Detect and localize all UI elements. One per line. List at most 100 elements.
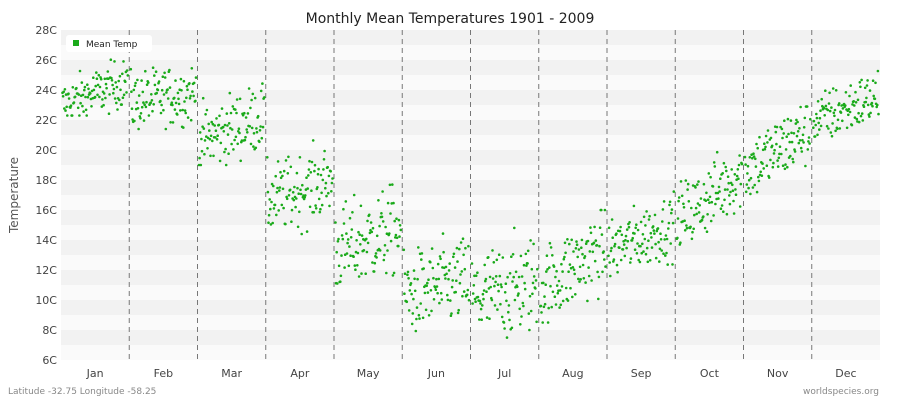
data-point [747, 178, 751, 182]
x-tick-label: Jun [427, 367, 445, 380]
data-point [520, 315, 523, 318]
data-point [402, 248, 406, 252]
data-point [232, 148, 235, 151]
x-tick-label: Oct [700, 367, 720, 380]
data-point [598, 226, 602, 229]
data-point [859, 85, 862, 89]
data-point [568, 263, 572, 266]
data-point [135, 101, 139, 104]
data-point [612, 258, 616, 261]
data-point [685, 226, 689, 230]
data-point [519, 323, 522, 326]
data-point [769, 158, 772, 162]
data-point [730, 168, 733, 171]
data-point [436, 262, 440, 266]
data-point [464, 246, 467, 250]
data-point [849, 84, 852, 87]
data-point [301, 183, 304, 187]
data-point [136, 78, 139, 82]
data-point [284, 159, 288, 162]
data-point [261, 125, 265, 129]
data-point [349, 236, 353, 239]
data-point [198, 156, 201, 160]
data-point [518, 307, 521, 311]
data-point [278, 186, 282, 189]
data-point [717, 185, 721, 189]
data-point [528, 328, 531, 332]
data-point [153, 83, 157, 87]
data-point [707, 172, 711, 175]
data-point [413, 277, 416, 281]
data-point [82, 110, 85, 113]
data-point [795, 134, 799, 138]
data-point [668, 203, 671, 207]
data-point [99, 77, 103, 81]
data-point [336, 282, 339, 285]
data-point [307, 174, 310, 177]
data-point [758, 135, 761, 139]
data-point [657, 240, 660, 244]
data-point [145, 100, 148, 104]
data-point [279, 170, 282, 174]
data-point [587, 274, 591, 278]
data-point [561, 270, 564, 273]
data-point [358, 233, 362, 236]
data-point [558, 289, 562, 292]
data-point [395, 217, 398, 220]
data-point [236, 142, 239, 146]
data-point [722, 161, 726, 165]
data-point [421, 316, 425, 320]
data-point [837, 102, 841, 105]
data-point [732, 199, 735, 203]
data-point [391, 274, 395, 277]
data-point [785, 135, 788, 138]
data-point [391, 183, 394, 186]
data-point [147, 114, 151, 117]
data-point [111, 83, 114, 87]
data-point [461, 237, 465, 240]
data-point [647, 218, 651, 221]
data-point [122, 93, 126, 97]
data-point [672, 190, 676, 193]
data-point [564, 286, 568, 290]
data-point [780, 127, 784, 131]
data-point [403, 272, 407, 276]
data-point [220, 107, 224, 110]
data-point [237, 127, 241, 130]
data-point [832, 111, 836, 115]
data-point [346, 241, 349, 245]
data-point [116, 108, 119, 111]
data-point [550, 305, 553, 309]
data-point [845, 126, 849, 130]
data-point [66, 114, 69, 117]
data-point [790, 131, 793, 135]
data-point [802, 126, 806, 129]
data-point [514, 270, 518, 274]
data-point [705, 230, 709, 233]
data-point [311, 139, 315, 142]
data-point [658, 247, 662, 251]
data-point [796, 130, 800, 133]
data-point [725, 212, 729, 216]
data-point [225, 112, 229, 115]
data-point [344, 200, 348, 203]
data-point [653, 213, 657, 217]
data-point [712, 214, 715, 217]
data-point [320, 191, 323, 195]
data-point [411, 312, 415, 315]
data-point [92, 76, 95, 79]
data-point [772, 152, 776, 155]
data-point [85, 114, 88, 117]
data-point [136, 107, 140, 110]
data-point [320, 203, 324, 207]
data-point [342, 222, 346, 225]
data-point [336, 240, 340, 243]
data-point [724, 165, 727, 169]
data-point [773, 148, 776, 152]
data-point [206, 147, 209, 150]
data-point [297, 192, 301, 195]
data-point [727, 181, 730, 185]
data-point [347, 264, 351, 268]
data-point [543, 302, 547, 306]
data-point [166, 88, 169, 91]
